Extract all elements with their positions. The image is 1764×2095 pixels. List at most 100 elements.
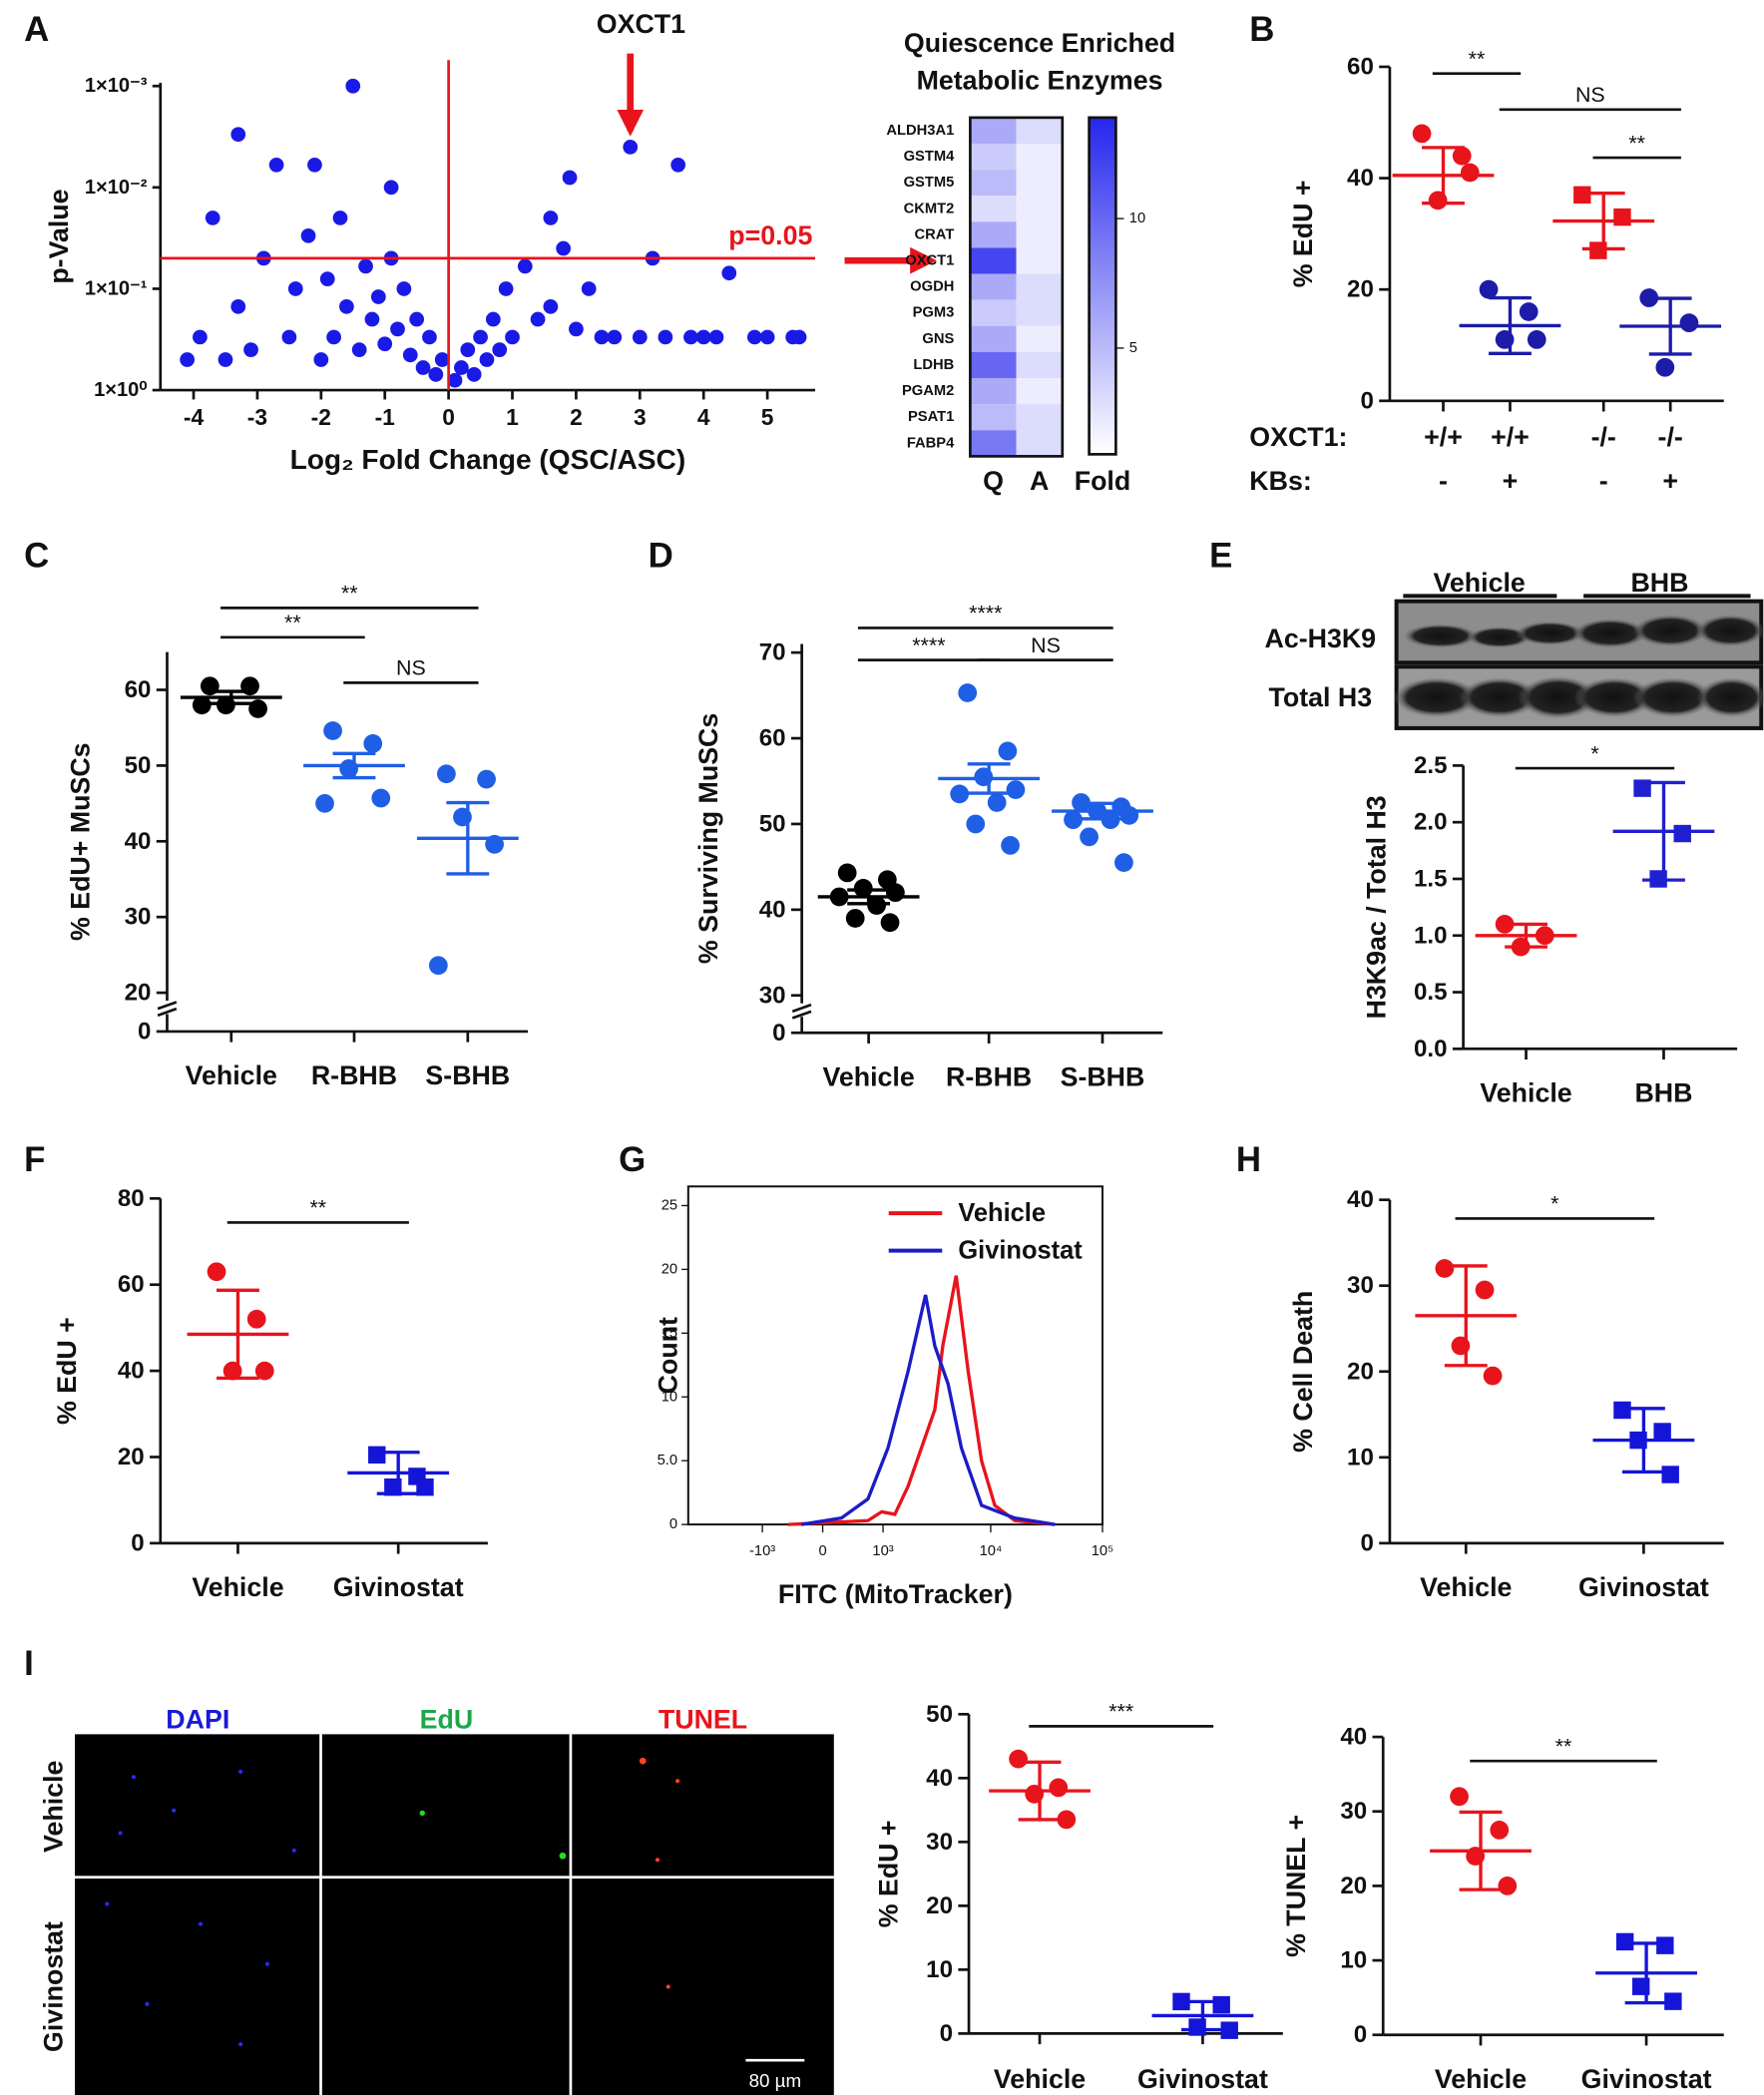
- data-point: [332, 210, 348, 225]
- data-point: [326, 329, 341, 345]
- row-value: -: [1599, 466, 1608, 496]
- data-point: [447, 372, 463, 388]
- data-point: [248, 699, 267, 718]
- y-tick-label: 1.0: [1414, 922, 1447, 949]
- data-point: [966, 814, 986, 834]
- panel-label: F: [24, 1140, 45, 1179]
- data-point: [315, 793, 334, 813]
- annotation: OXCT1: [597, 9, 685, 39]
- heatmap-cell: [970, 378, 1017, 405]
- y-tick-label: 20: [662, 1261, 677, 1277]
- significance-label: NS: [1031, 633, 1061, 657]
- data-point: [1664, 1992, 1682, 2010]
- data-point: [1452, 146, 1472, 166]
- y-axis-label: % Cell Death: [1288, 1291, 1318, 1453]
- y-tick-label: 0: [138, 1018, 151, 1045]
- data-point: [581, 281, 597, 296]
- heatmap-cell: [1016, 404, 1063, 431]
- y-tick-label: 1×10⁻²: [85, 177, 148, 199]
- significance-label: **: [341, 582, 358, 606]
- data-point: [1661, 1466, 1679, 1483]
- heatmap-cell: [970, 170, 1017, 197]
- data-point: [477, 769, 496, 789]
- data-point: [402, 347, 418, 363]
- row-label: KBs:: [1249, 466, 1311, 496]
- channel-label: DAPI: [166, 1705, 229, 1735]
- data-point: [530, 311, 546, 327]
- data-point: [505, 329, 520, 345]
- x-tick-label: S-BHB: [425, 1060, 510, 1090]
- row-label: OGDH: [910, 279, 954, 295]
- data-point: [569, 321, 584, 337]
- data-point: [1613, 1401, 1631, 1420]
- data-point: [998, 741, 1018, 761]
- data-point: [1080, 827, 1099, 847]
- significance-label: *: [1550, 1192, 1558, 1216]
- y-tick-label: 10: [1340, 1947, 1367, 1974]
- y-tick-label: 20: [118, 1444, 145, 1470]
- x-tick-label: Vehicle: [1435, 2064, 1527, 2094]
- heatmap-title: Metabolic Enzymes: [917, 65, 1163, 95]
- y-tick-label: 0: [940, 2020, 953, 2047]
- data-point: [428, 956, 448, 976]
- data-point: [1498, 1877, 1518, 1895]
- y-tick-label: 20: [926, 1892, 953, 1919]
- row-label: GSTM4: [904, 149, 956, 165]
- heatmap-cell: [1016, 247, 1063, 274]
- blot-row-label: Ac-H3K9: [1265, 624, 1377, 653]
- y-tick-label: 20: [125, 980, 152, 1007]
- row-label: OXCT1: [905, 252, 954, 268]
- heatmap-cell: [1016, 196, 1063, 222]
- row-value: -/-: [1658, 422, 1683, 452]
- x-tick-label: -1: [375, 404, 396, 430]
- y-tick-label: 0: [1360, 387, 1373, 414]
- panel-label: H: [1236, 1140, 1261, 1179]
- colorbar-tick-label: 10: [1129, 210, 1145, 226]
- data-point: [205, 210, 220, 225]
- row-value: +/+: [1491, 422, 1530, 452]
- data-point: [1460, 163, 1480, 183]
- x-tick-label: -4: [184, 404, 205, 430]
- data-point: [437, 764, 456, 784]
- series-line: [800, 1294, 1056, 1526]
- y-tick-label: 40: [926, 1765, 953, 1792]
- heatmap-cell: [970, 430, 1017, 457]
- data-point: [1057, 1810, 1077, 1830]
- data-point: [434, 352, 450, 367]
- y-tick-label: 0: [131, 1529, 144, 1556]
- y-tick-label: 2.5: [1414, 752, 1447, 779]
- heatmap-cell: [970, 196, 1017, 222]
- heatmap-cell: [970, 247, 1017, 274]
- y-tick-label: 1×10⁰: [94, 379, 147, 401]
- significance-label: **: [1469, 47, 1486, 71]
- row-value: +: [1503, 466, 1519, 496]
- significance-label: **: [284, 611, 301, 634]
- significance-label: ****: [969, 602, 1002, 626]
- row-label: FABP4: [907, 435, 955, 451]
- y-tick-label: 0.5: [1414, 979, 1447, 1006]
- column-label: A: [1030, 466, 1049, 496]
- data-point: [313, 352, 329, 367]
- y-tick-label: 20: [1347, 276, 1374, 303]
- y-tick-label: 40: [118, 1358, 145, 1385]
- data-point: [230, 298, 246, 314]
- plot-frame: [686, 1185, 1103, 1526]
- y-tick-label: 0: [1354, 2021, 1367, 2048]
- x-tick-label: -10³: [749, 1543, 775, 1559]
- colorbar-tick-label: 5: [1129, 340, 1137, 356]
- data-point: [950, 784, 970, 804]
- panel-label: B: [1249, 10, 1274, 49]
- data-point: [207, 1262, 226, 1282]
- x-tick-label: R-BHB: [946, 1061, 1032, 1091]
- row-value: +/+: [1424, 422, 1463, 452]
- x-tick-label: R-BHB: [311, 1060, 397, 1090]
- row-label: GSTM5: [904, 175, 955, 191]
- y-tick-label: 30: [1347, 1272, 1374, 1299]
- heatmap-cell: [970, 273, 1017, 300]
- y-tick-label: 30: [125, 904, 152, 931]
- x-tick-label: Givinostat: [1578, 1572, 1709, 1602]
- heatmap-cell: [1016, 299, 1063, 326]
- data-point: [492, 342, 508, 358]
- panel-label: E: [1209, 537, 1232, 576]
- x-tick-label: 0: [818, 1543, 826, 1559]
